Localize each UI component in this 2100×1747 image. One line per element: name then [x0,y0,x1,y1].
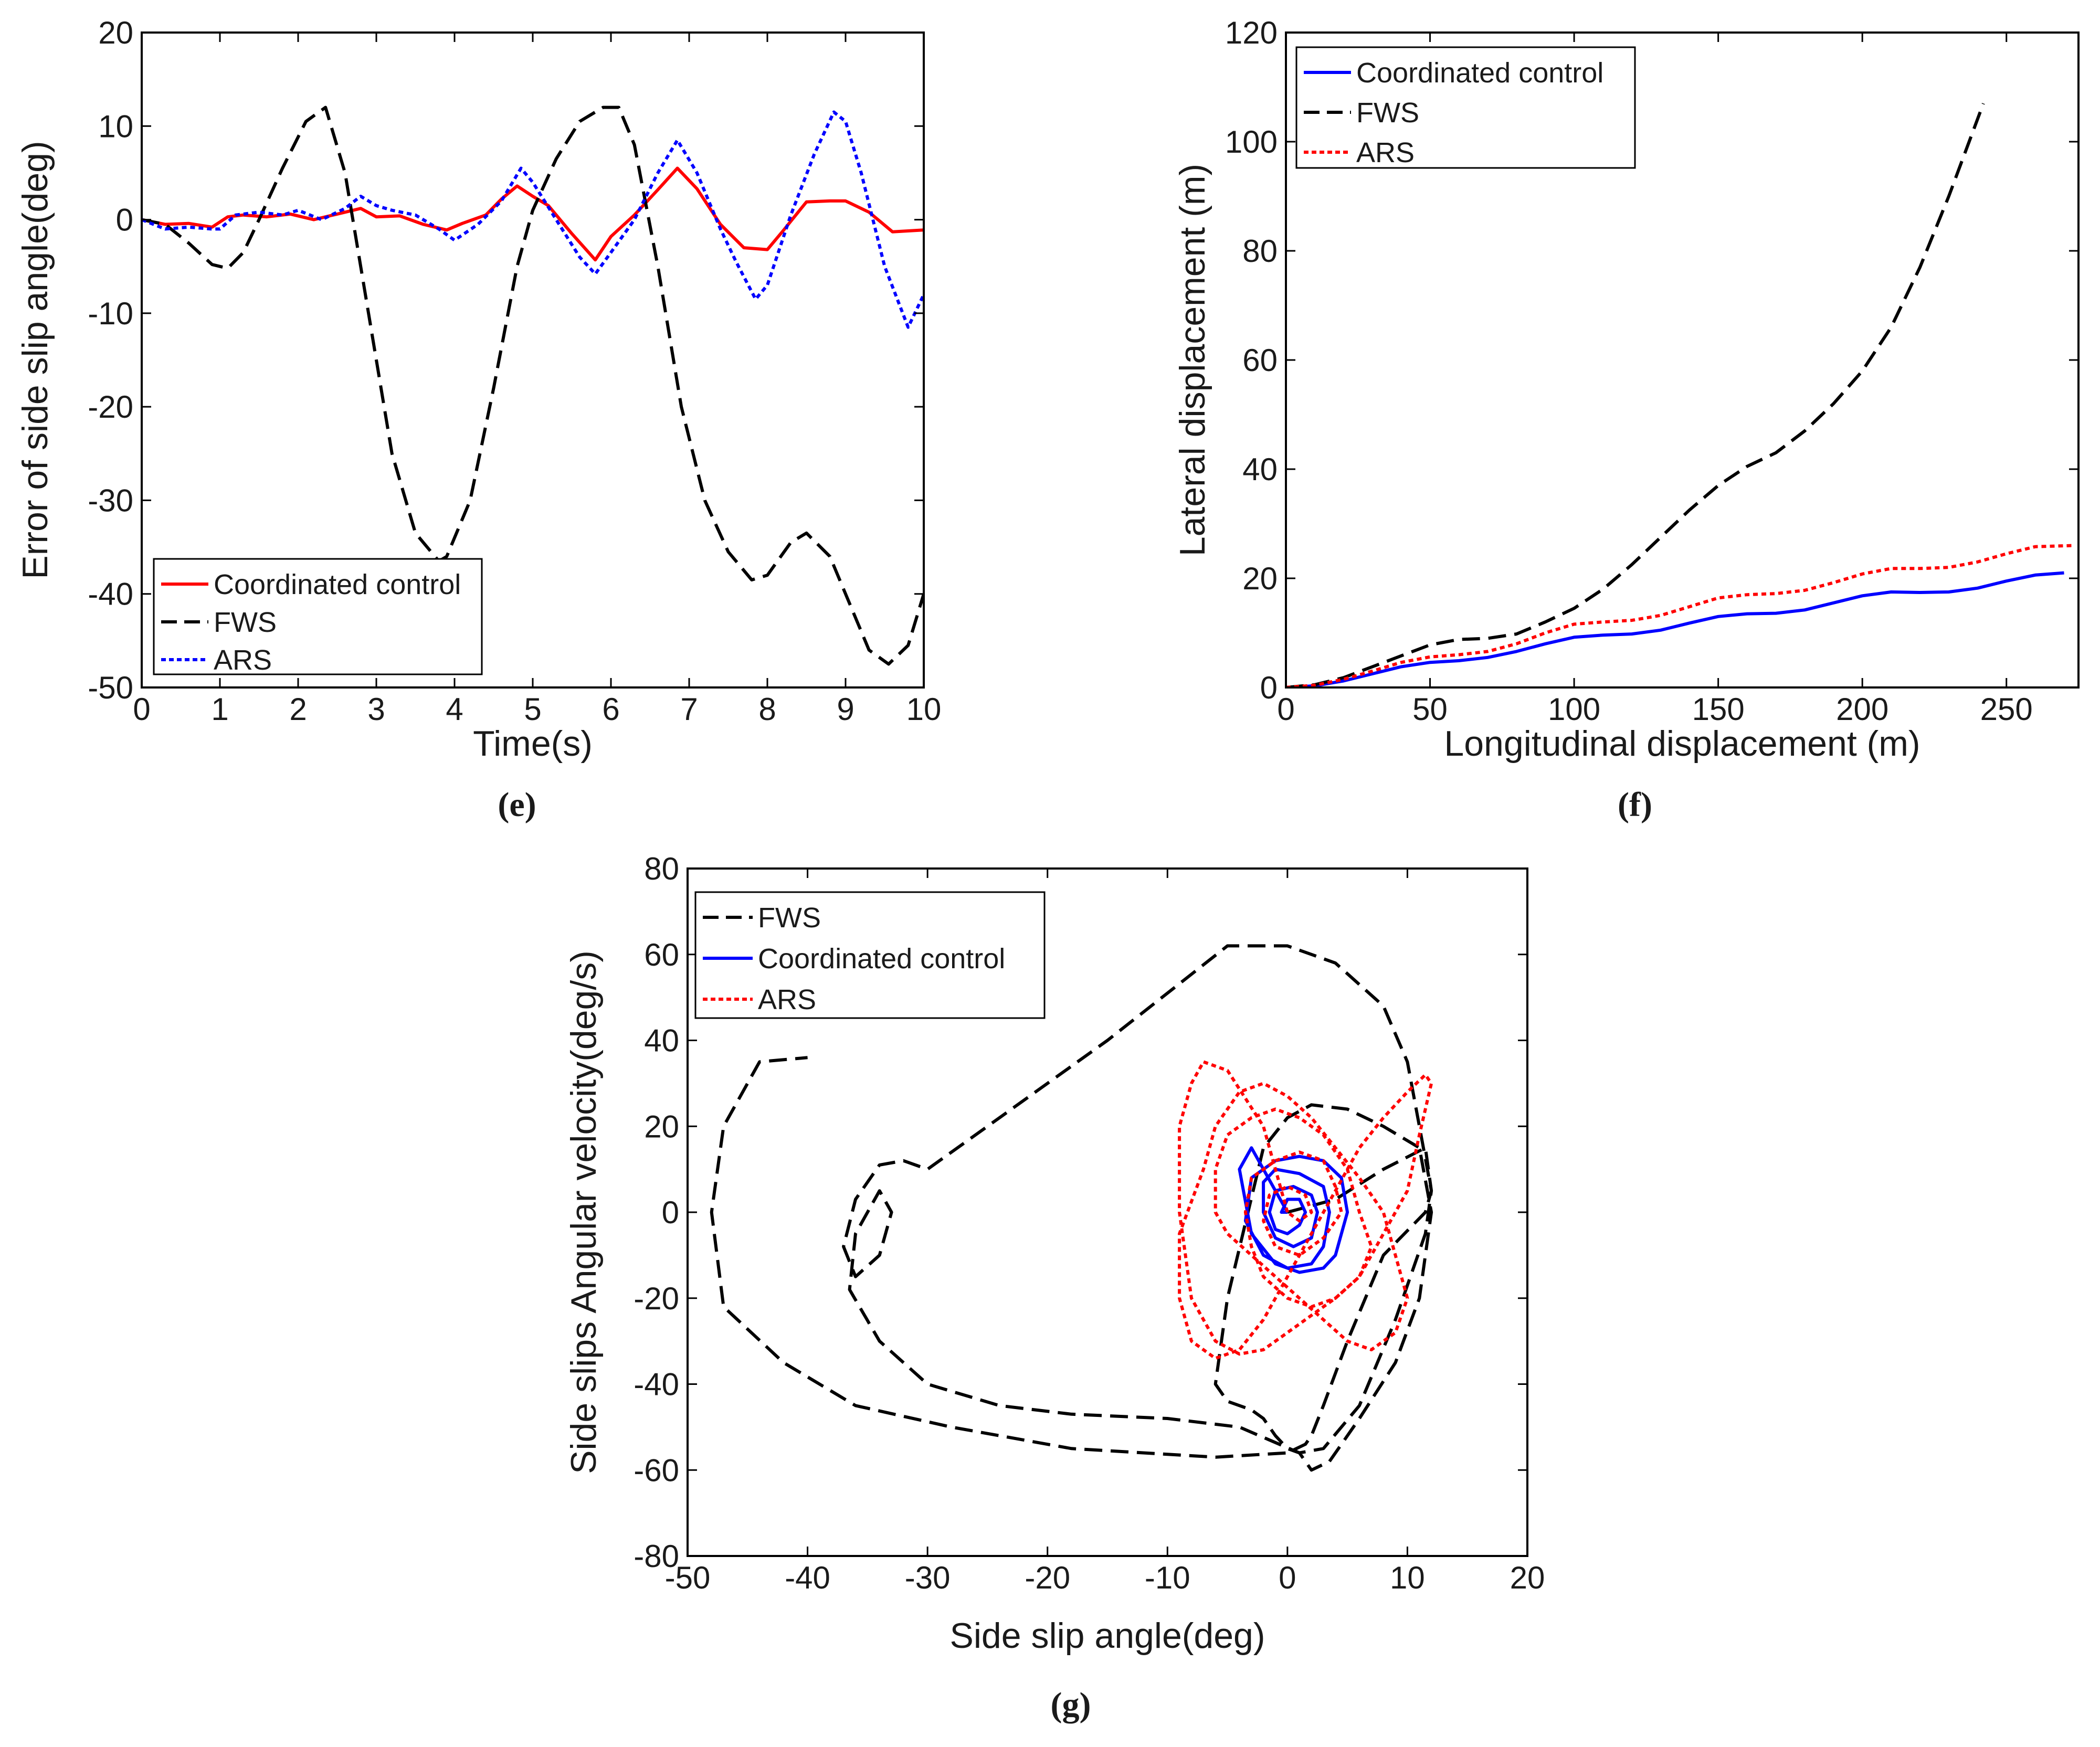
chart-panel-f: 0 50 100 150 200 250120100806040200Longitudin… [1173,15,2080,824]
chart-panel-g: -50 -40 -30 -20 -10 0 10 20 80 60 40 20 0 -20 -40 -60 -8… [564,851,1545,1724]
y-tick-label: -20 [88,389,133,425]
y-tick-label: -10 [88,296,133,331]
caption-paren: ( [1051,1686,1062,1724]
series-line-coordinated-control [1286,571,2064,687]
y-tick-label: 60 [644,937,679,972]
caption-letter: g [1062,1686,1080,1724]
x-tick-label: 5 [524,692,541,727]
x-tick-label: -50 [665,1560,711,1595]
legend-box [1295,46,1636,169]
caption-paren: ( [498,786,509,824]
legend-label: FWS [758,902,821,934]
chart-panel-e: 0 1 2 3 4 5 6 7 8 9 10 20 10 0 -10 -20 -30 -40 -50 Time(s) E… [15,15,941,824]
legend-label: FWS [214,607,277,638]
series-line-ars [142,110,924,329]
x-tick-label: 250 [1980,692,2033,727]
x-tick-label: 10 [906,692,942,727]
x-tick-label: 10 [1390,1560,1425,1595]
x-tick-label: -30 [905,1560,951,1595]
y-axis-label: Side slips Angular velocity(deg/s) [564,950,604,1474]
x-tick-label: 4 [446,692,463,727]
y-tick-label: 80 [644,851,679,886]
y-tick-label: 20 [98,15,133,50]
x-tick-label: -10 [1145,1560,1190,1595]
y-tick-label: 20 [1242,561,1278,596]
x-axis-label: Time(s) [473,724,593,764]
x-tick-label: 2 [289,692,307,727]
series-line-coordinated-control [142,166,924,262]
series-group [710,944,1433,1472]
caption-letter: f [1629,786,1641,824]
y-tick-label: -60 [634,1453,679,1488]
y-tick-label: -40 [634,1367,679,1402]
x-tick-label: 0 [133,692,150,727]
y-tick-label: 0 [662,1195,679,1230]
legend-label: Coordinated control [758,943,1005,975]
panel-caption: (e) [498,786,536,824]
legend: Coordinated control FWS ARS [153,558,483,676]
y-tick-label: 10 [98,109,133,144]
x-tick-label: 150 [1692,692,1745,727]
legend-box [153,558,483,675]
x-tick-label: 1 [211,692,228,727]
caption-paren: ) [1080,1686,1091,1724]
legend: FWS Coordinated control ARS [694,891,1046,1019]
legend: Coordinated control FWS ARS [1295,46,1636,169]
series-line-ars [1178,1060,1433,1360]
y-tick-label: 0 [1260,670,1278,705]
caption-paren: ) [525,786,536,824]
y-tick-label: -80 [634,1539,679,1574]
series-line-fws [142,105,924,666]
y-tick-label: 100 [1225,124,1278,160]
y-tick-label: 120 [1225,15,1278,50]
x-tick-label: 50 [1412,692,1448,727]
y-axis-label: Lateral displacement (m) [1173,164,1212,556]
x-tick-label: -20 [1025,1560,1070,1595]
caption-paren: ( [1618,786,1629,824]
x-tick-label: 0 [1279,1560,1296,1595]
y-axis-label: Error of side slip angle(deg) [15,141,55,579]
caption-letter: e [509,786,524,824]
x-tick-label: 200 [1836,692,1888,727]
legend-label: ARS [1356,137,1415,168]
series-line-fws [1286,103,1985,687]
x-tick-label: 0 [1277,692,1294,727]
legend-label: Coordinated control [214,569,461,600]
series-line-coordinated-control [1238,1146,1349,1274]
y-tick-label: 60 [1242,343,1278,378]
y-tick-label: -40 [88,577,133,612]
x-tick-label: 3 [367,692,385,727]
panel-caption: (f) [1618,786,1652,824]
y-tick-label: -20 [634,1281,679,1316]
legend-label: FWS [1356,97,1419,129]
legend-label: Coordinated control [1356,57,1603,89]
x-tick-label: 6 [602,692,619,727]
caption-paren: ) [1641,786,1652,824]
legend-label: ARS [758,984,816,1015]
x-tick-label: 20 [1510,1560,1545,1595]
y-tick-label: 20 [644,1109,679,1144]
series-line-ars [1286,544,2073,687]
y-tick-label: 0 [116,203,133,238]
x-tick-label: 7 [680,692,698,727]
series-group [142,105,924,666]
x-tick-label: 100 [1548,692,1600,727]
x-tick-label: 9 [837,692,854,727]
series-group [1286,103,2073,687]
panel-caption: (g) [1051,1686,1091,1724]
x-tick-label: -40 [785,1560,830,1595]
y-tick-label: -50 [88,670,133,705]
y-tick-label: 80 [1242,234,1278,269]
y-tick-label: 40 [1242,452,1278,487]
x-tick-label: 8 [758,692,776,727]
x-axis-label: Longitudinal displacement (m) [1444,724,1920,764]
legend-box [694,891,1046,1019]
series-line-fws [710,944,1433,1472]
y-tick-label: -30 [88,483,133,518]
legend-label: ARS [214,644,272,676]
x-axis-label: Side slip angle(deg) [949,1616,1265,1656]
y-tick-label: 40 [644,1023,679,1058]
